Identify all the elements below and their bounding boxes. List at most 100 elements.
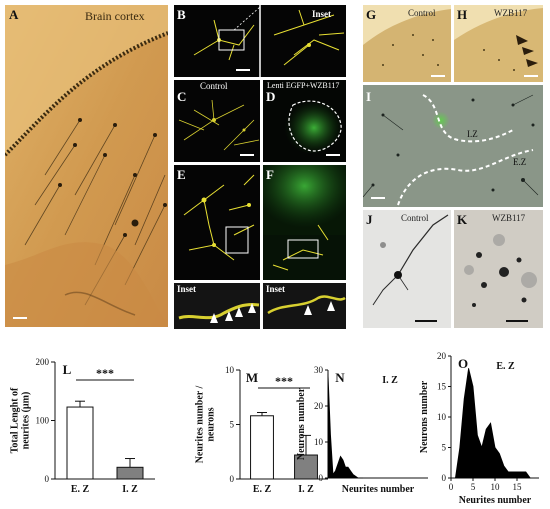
panel-k-image <box>454 210 543 328</box>
panel-e-inset-image <box>174 283 260 329</box>
panel-i-iz-label: I.Z <box>467 129 478 139</box>
chart-l-bar <box>116 466 144 480</box>
chart-m-ylabel: Neurites number / neurons <box>195 385 217 463</box>
panel-j-label: J <box>366 212 373 227</box>
chart-o-xtick-label: 10 <box>491 482 501 492</box>
chart-m-ytick-label: 10 <box>225 365 235 375</box>
chart-m-panel-letter: M <box>246 370 258 385</box>
panel-e-image <box>174 165 260 280</box>
chart-o-panel-letter: O <box>458 356 468 371</box>
panel-b-scale-bar <box>236 69 250 71</box>
panel-d-scale-bar <box>326 154 340 156</box>
panel-h-caption: WZB117 <box>494 8 528 18</box>
chart-n-panel-letter: N <box>335 370 345 385</box>
panel-d-image <box>263 80 346 162</box>
panel-k-caption: WZB117 <box>492 213 526 223</box>
chart-m-category-label: I. Z <box>298 484 314 495</box>
panel-f-inset-image <box>263 283 346 329</box>
chart-n-ylabel-line: Neurons number <box>296 387 307 460</box>
chart-l-bar <box>66 406 94 480</box>
chart-l-ytick-label: 200 <box>36 357 50 367</box>
panel-g-label: G <box>366 7 377 22</box>
panel-f-inset-caption: Inset <box>266 284 286 294</box>
chart-l-ylabel-line: Total Lenght of <box>10 387 21 453</box>
chart-n-ytick-label: 20 <box>314 401 324 411</box>
panel-e-label: E <box>177 167 186 182</box>
panel-b-inset-caption: Inset <box>312 9 332 19</box>
chart-n-xlabel: Neurites number <box>342 484 415 495</box>
chart-o-xtick-label: 15 <box>513 482 523 492</box>
chart-l-ytick-label: 0 <box>45 474 50 484</box>
chart-o-xlabel: Neurites number <box>459 495 532 506</box>
panel-i-image <box>363 85 543 207</box>
panel-h-scale-bar <box>524 75 538 77</box>
chart-o-ytick-label: 5 <box>442 443 447 453</box>
panel-i-scale-bar <box>371 197 385 199</box>
chart-l-ylabel: Total Lenght of neurites (µm) <box>10 387 32 453</box>
panel-k: K WZB117 <box>454 210 543 328</box>
panel-k-label: K <box>457 212 468 227</box>
panel-i-ez-label: E.Z <box>513 157 527 167</box>
panel-g-scale-bar <box>431 75 445 77</box>
chart-n-title: I. Z <box>382 375 398 386</box>
chart-o-ylabel: Neurons number <box>419 380 430 453</box>
panel-e-inset: Inset <box>174 283 260 329</box>
panel-f-label: F <box>266 167 274 182</box>
chart-o-ytick-label: 0 <box>442 473 447 483</box>
chart-l-ylabel-line: neurites (µm) <box>21 392 32 450</box>
panel-h-label: H <box>457 7 468 22</box>
panel-j-scale-bar <box>415 320 437 322</box>
chart-o-title: E. Z <box>496 361 515 372</box>
panel-i-label: I <box>366 89 372 104</box>
chart-m-category-label: E. Z <box>253 484 272 495</box>
panel-d: D Lenti EGFP+WZB117 <box>263 80 346 162</box>
panel-h-image <box>454 5 543 82</box>
chart-n-ytick-label: 30 <box>314 365 324 375</box>
panel-d-caption: Lenti EGFP+WZB117 <box>267 81 340 90</box>
panel-j-image <box>363 210 451 328</box>
panel-f: F <box>263 165 346 280</box>
panel-c-image <box>174 80 260 162</box>
panel-a-brain-cortex: A Brain cortex <box>5 5 168 327</box>
chart-l-category-label: E. Z <box>71 484 90 495</box>
panel-g: G Control <box>363 5 451 82</box>
panel-e-inset-caption: Inset <box>177 284 197 294</box>
chart-m-significance: *** <box>275 374 293 388</box>
chart-o-ytick-label: 10 <box>437 412 447 422</box>
panel-g-caption: Control <box>408 8 436 18</box>
chart-n-ylabel: Neurons number <box>296 387 307 460</box>
panel-a-scale-bar <box>13 317 27 319</box>
chart-o-xtick-label: 5 <box>471 482 476 492</box>
chart-n-ytick-label: 10 <box>314 437 324 447</box>
panel-j-caption: Control <box>401 213 429 223</box>
chart-m-bar <box>250 415 274 480</box>
chart-l-category-label: I. Z <box>122 484 138 495</box>
panel-c-caption: Control <box>200 81 228 91</box>
panel-d-label: D <box>266 89 276 104</box>
panel-i: I I.Z E.Z <box>363 85 543 207</box>
chart-l-ytick-label: 100 <box>36 416 50 426</box>
chart-o-xtick-label: 0 <box>449 482 454 492</box>
panel-j: J Control <box>363 210 451 328</box>
chart-m-ylabel-line: Neurites number / <box>195 385 206 463</box>
chart-o-ytick-label: 20 <box>437 351 447 361</box>
panel-c-scale-bar <box>240 154 254 156</box>
panel-k-scale-bar <box>506 320 528 322</box>
chart-n-area <box>327 373 363 479</box>
chart-m-ylabel-line: neurons <box>206 407 217 441</box>
chart-m-ytick-label: 0 <box>230 474 235 484</box>
chart-m-ytick-label: 5 <box>230 420 235 430</box>
panel-f-inset: Inset <box>263 283 346 329</box>
panel-h: H WZB117 <box>454 5 543 82</box>
chart-o-ylabel-line: Neurons number <box>419 380 430 453</box>
panel-b-label: B <box>177 7 186 22</box>
panel-f-image <box>263 165 346 280</box>
panel-a-caption: Brain cortex <box>85 9 145 23</box>
chart-n-ytick-label: 0 <box>319 473 324 483</box>
panel-c: C Control <box>174 80 260 162</box>
chart-o-area <box>454 368 531 479</box>
panel-b: B Inset <box>174 5 346 77</box>
panel-a-label: A <box>9 7 19 22</box>
panel-c-label: C <box>177 89 187 104</box>
